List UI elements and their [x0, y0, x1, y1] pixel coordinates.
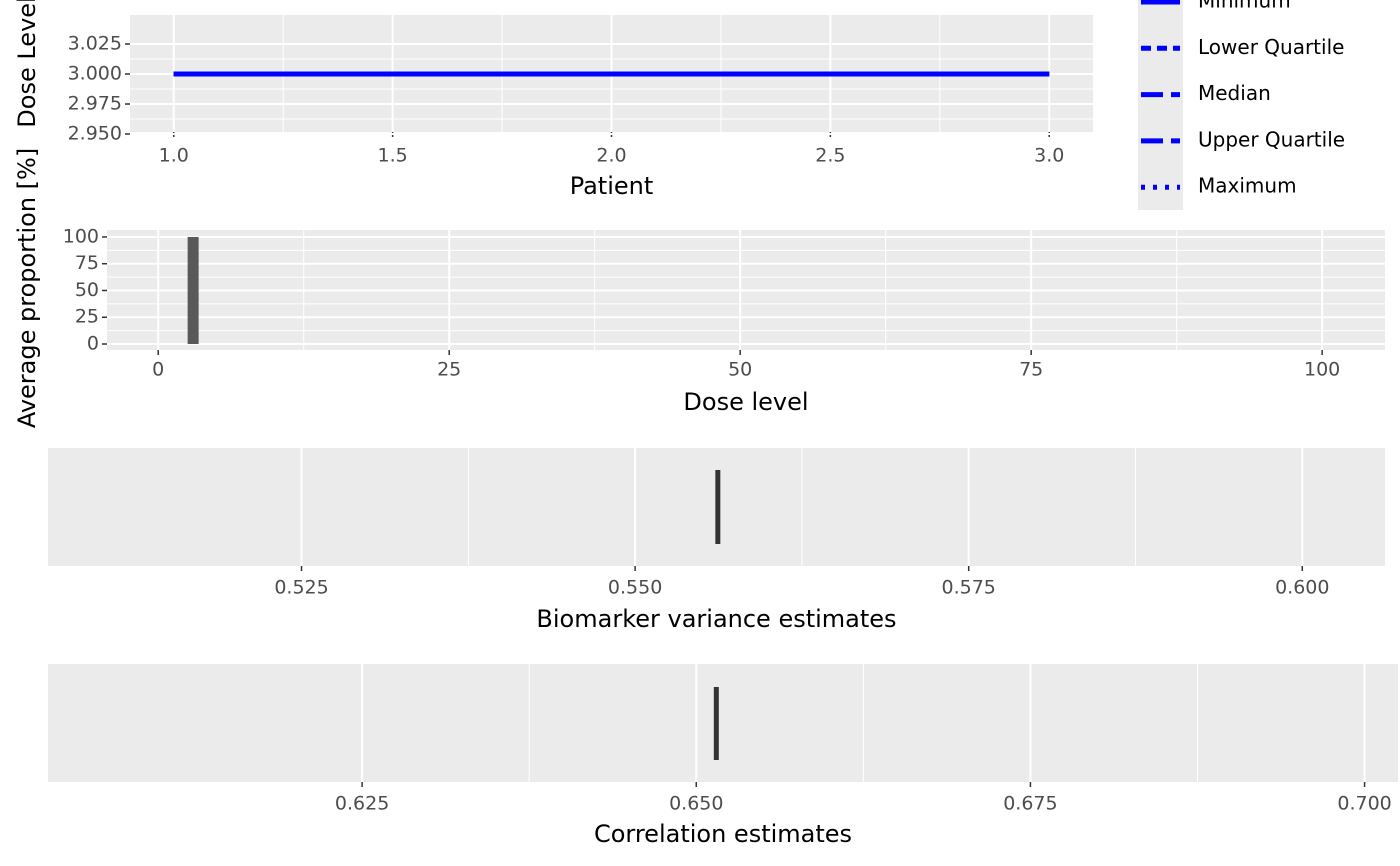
x-tick-label: 0: [152, 359, 164, 381]
x-tick-label: 0.575: [941, 577, 995, 599]
x-axis-title: Correlation estimates: [594, 820, 852, 848]
legend-label: Median: [1198, 81, 1271, 105]
x-axis-title: Patient: [570, 172, 654, 200]
x-axis-title: Dose level: [683, 388, 808, 416]
y-tick-label: 2.950: [68, 123, 122, 145]
x-tick-label: 50: [728, 359, 752, 381]
y-axis-title: Average proportion [%]: [13, 148, 41, 428]
x-tick-label: 75: [1019, 359, 1043, 381]
legend-label: Lower Quartile: [1198, 35, 1344, 59]
y-tick-label: 75: [75, 252, 99, 274]
y-axis-title: Dose Level: [13, 0, 41, 128]
x-tick-label: 0.625: [335, 793, 389, 815]
bar: [187, 236, 199, 345]
y-tick-label: 3.000: [68, 63, 122, 85]
x-tick-label: 0.675: [1003, 793, 1057, 815]
legend-background: [1138, 0, 1183, 210]
x-tick-label: 1.0: [159, 145, 189, 167]
x-tick-label: 2.5: [815, 145, 845, 167]
y-tick-label: 25: [75, 306, 99, 328]
x-tick-label: 0.650: [669, 793, 723, 815]
y-tick-label: 50: [75, 279, 99, 301]
x-tick-label: 0.525: [274, 577, 328, 599]
y-tick-label: 0: [87, 333, 99, 355]
y-tick-label: 2.975: [68, 93, 122, 115]
legend-label: Maximum: [1198, 174, 1297, 198]
x-tick-label: 2.0: [596, 145, 626, 167]
y-tick-label: 3.025: [68, 33, 122, 55]
legend-label: Minimum: [1198, 0, 1291, 13]
y-tick-label: 100: [63, 225, 99, 247]
panel-background: [48, 664, 1398, 782]
x-tick-label: 0.600: [1275, 577, 1329, 599]
x-tick-label: 3.0: [1034, 145, 1064, 167]
legend-label: Upper Quartile: [1198, 127, 1345, 151]
x-tick-label: 0.700: [1337, 793, 1391, 815]
x-axis-title: Biomarker variance estimates: [536, 605, 896, 633]
x-tick-label: 0.550: [608, 577, 662, 599]
x-tick-label: 1.5: [378, 145, 408, 167]
x-tick-label: 100: [1304, 359, 1340, 381]
x-tick-label: 25: [437, 359, 461, 381]
y-title-clip: Dose Level Average proportion [%]: [13, 0, 41, 428]
